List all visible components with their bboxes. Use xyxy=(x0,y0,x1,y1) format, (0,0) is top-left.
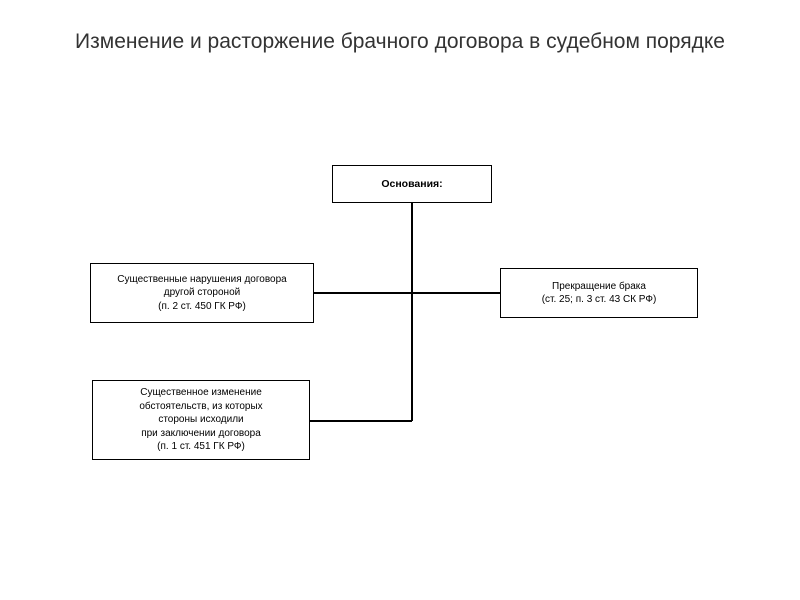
connector-to-left-bottom xyxy=(310,420,412,422)
node-right: Прекращение брака (ст. 25; п. 3 ст. 43 С… xyxy=(500,268,698,318)
node-left-top-text: Существенные нарушения договора другой с… xyxy=(117,273,287,314)
node-left-bottom: Существенное изменение обстоятельств, из… xyxy=(92,380,310,460)
connector-to-right xyxy=(412,292,500,294)
text-line: другой стороной xyxy=(164,287,240,298)
node-left-top: Существенные нарушения договора другой с… xyxy=(90,263,314,323)
text-line: Существенное изменение xyxy=(140,387,262,398)
connector-to-left-top xyxy=(314,292,412,294)
text-line: Прекращение брака xyxy=(552,281,646,292)
root-node: Основания: xyxy=(332,165,492,203)
text-line: стороны исходили xyxy=(158,414,243,425)
text-line: (п. 2 ст. 450 ГК РФ) xyxy=(158,301,246,312)
text-line: при заключении договора xyxy=(141,428,261,439)
node-left-bottom-text: Существенное изменение обстоятельств, из… xyxy=(139,386,262,454)
root-label: Основания: xyxy=(381,178,442,190)
org-diagram: Основания: Существенные нарушения догово… xyxy=(0,0,800,600)
text-line: (п. 1 ст. 451 ГК РФ) xyxy=(157,441,245,452)
text-line: обстоятельств, из которых xyxy=(139,401,262,412)
connector-vertical xyxy=(411,203,413,421)
text-line: (ст. 25; п. 3 ст. 43 СК РФ) xyxy=(542,294,657,305)
node-right-text: Прекращение брака (ст. 25; п. 3 ст. 43 С… xyxy=(542,280,657,307)
text-line: Существенные нарушения договора xyxy=(117,274,287,285)
